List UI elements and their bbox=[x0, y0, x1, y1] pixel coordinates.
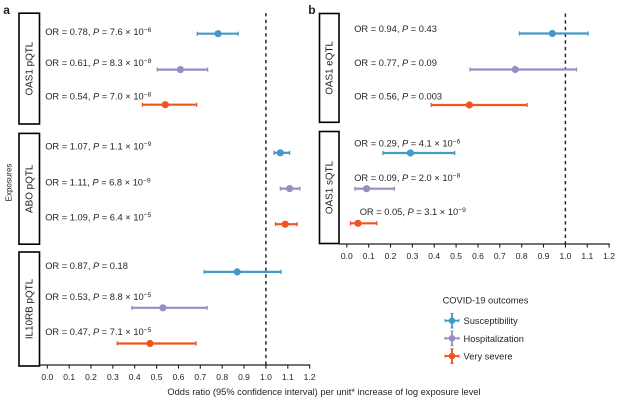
svg-text:0.5: 0.5 bbox=[450, 251, 462, 261]
svg-text:OR = 0.09, P = 2.0 × 10−8: OR = 0.09, P = 2.0 × 10−8 bbox=[354, 173, 460, 183]
svg-text:1.0: 1.0 bbox=[260, 372, 272, 382]
svg-text:OR = 1.11, P = 6.8 × 10−9: OR = 1.11, P = 6.8 × 10−9 bbox=[45, 177, 151, 187]
svg-text:0.9: 0.9 bbox=[238, 372, 250, 382]
svg-text:OR = 0.53, P = 8.8 × 10−5: OR = 0.53, P = 8.8 × 10−5 bbox=[45, 292, 151, 302]
svg-text:0.4: 0.4 bbox=[428, 251, 440, 261]
svg-text:OR = 0.77, P = 0.09: OR = 0.77, P = 0.09 bbox=[354, 58, 437, 68]
svg-text:0.1: 0.1 bbox=[363, 251, 375, 261]
svg-text:1.1: 1.1 bbox=[282, 372, 294, 382]
svg-text:0.1: 0.1 bbox=[63, 372, 75, 382]
svg-text:COVID-19 outcomes: COVID-19 outcomes bbox=[443, 296, 529, 306]
svg-text:OR = 0.61, P = 8.3 × 10−8: OR = 0.61, P = 8.3 × 10−8 bbox=[45, 58, 151, 68]
svg-text:OR = 0.94, P = 0.43: OR = 0.94, P = 0.43 bbox=[354, 24, 437, 34]
svg-text:OR = 0.29, P = 4.1 × 10−6: OR = 0.29, P = 4.1 × 10−6 bbox=[354, 139, 460, 149]
svg-text:1.1: 1.1 bbox=[581, 251, 593, 261]
svg-text:OR = 0.56, P = 0.003: OR = 0.56, P = 0.003 bbox=[354, 92, 442, 102]
svg-text:OR = 1.09, P = 6.4 × 10−5: OR = 1.09, P = 6.4 × 10−5 bbox=[45, 212, 151, 222]
svg-text:OR = 0.05, P = 3.1 × 10−9: OR = 0.05, P = 3.1 × 10−9 bbox=[360, 207, 466, 217]
svg-text:0.2: 0.2 bbox=[85, 372, 97, 382]
svg-text:OR = 0.78, P = 7.6 × 10−6: OR = 0.78, P = 7.6 × 10−6 bbox=[45, 27, 151, 37]
svg-text:OR = 0.47, P = 7.1 × 10−5: OR = 0.47, P = 7.1 × 10−5 bbox=[45, 327, 151, 337]
svg-text:Hospitalization: Hospitalization bbox=[464, 334, 524, 344]
svg-text:OAS1 pQTL: OAS1 pQTL bbox=[24, 41, 35, 95]
svg-text:1.0: 1.0 bbox=[559, 251, 571, 261]
svg-text:0.8: 0.8 bbox=[516, 251, 528, 261]
svg-text:0.3: 0.3 bbox=[406, 251, 418, 261]
svg-text:Odds ratio (95% confidence int: Odds ratio (95% confidence interval) per… bbox=[167, 387, 480, 397]
svg-text:0.4: 0.4 bbox=[129, 372, 141, 382]
svg-text:Exposures: Exposures bbox=[5, 164, 14, 202]
svg-text:OR = 0.54, P = 7.0 × 10−8: OR = 0.54, P = 7.0 × 10−8 bbox=[45, 92, 151, 102]
svg-text:1.2: 1.2 bbox=[603, 251, 615, 261]
svg-text:0.7: 0.7 bbox=[494, 251, 506, 261]
svg-text:0.6: 0.6 bbox=[472, 251, 484, 261]
svg-text:0.0: 0.0 bbox=[41, 372, 53, 382]
svg-text:0.6: 0.6 bbox=[173, 372, 185, 382]
svg-text:1.2: 1.2 bbox=[304, 372, 316, 382]
svg-text:a: a bbox=[3, 3, 10, 17]
svg-text:Susceptibility: Susceptibility bbox=[464, 316, 519, 326]
svg-text:0.8: 0.8 bbox=[216, 372, 228, 382]
svg-text:OAS1 eQTL: OAS1 eQTL bbox=[324, 41, 335, 95]
svg-text:0.3: 0.3 bbox=[107, 372, 119, 382]
svg-text:0.2: 0.2 bbox=[385, 251, 397, 261]
svg-text:ABO pQTL: ABO pQTL bbox=[24, 164, 35, 213]
svg-text:0.5: 0.5 bbox=[151, 372, 163, 382]
svg-text:OR = 1.07, P = 1.1 × 10−9: OR = 1.07, P = 1.1 × 10−9 bbox=[45, 141, 151, 151]
svg-text:0.0: 0.0 bbox=[341, 251, 353, 261]
svg-text:0.7: 0.7 bbox=[194, 372, 206, 382]
svg-text:IL10RB pQTL: IL10RB pQTL bbox=[24, 278, 35, 339]
svg-text:OR = 0.87, P = 0.18: OR = 0.87, P = 0.18 bbox=[45, 261, 128, 271]
svg-text:0.9: 0.9 bbox=[538, 251, 550, 261]
svg-text:OAS1 sQTL: OAS1 sQTL bbox=[324, 160, 335, 214]
svg-text:b: b bbox=[308, 3, 315, 17]
svg-text:Very severe: Very severe bbox=[464, 352, 513, 362]
